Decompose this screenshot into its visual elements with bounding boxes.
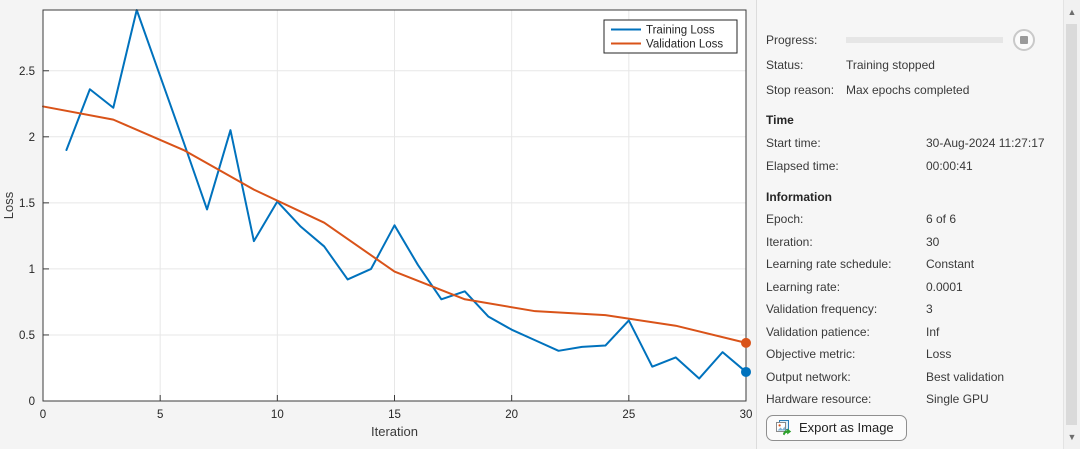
progress-row: Progress: [766,27,1057,52]
hardware-resource-label: Hardware resource: [766,392,872,407]
lr-schedule-label: Learning rate schedule: [766,257,892,272]
training-info-panel: Progress: Status: Training stopped Stop … [757,0,1063,449]
learning-rate-value: 0.0001 [926,279,963,294]
hardware-resource-value: Single GPU [926,392,989,407]
output-network-label: Output network: [766,369,851,384]
start-time-value: 30-Aug-2024 11:27:17 [926,135,1045,150]
scrollbar-thumb[interactable] [1066,24,1077,425]
validation-patience-label: Validation patience: [766,324,870,339]
validation-frequency-value: 3 [926,302,933,317]
stop-reason-row: Stop reason: Max epochs completed [766,77,1057,102]
output-network-row: Output network: Best validation [766,366,1057,389]
stop-button[interactable] [1013,28,1035,51]
legend-label: Training Loss [646,25,715,37]
x-tick-label: 0 [40,409,46,421]
time-section-title: Time [766,113,794,127]
iteration-row: Iteration: 30 [766,231,1057,254]
start-time-row: Start time: 30-Aug-2024 11:27:17 [766,131,1057,154]
panel-divider [756,0,757,449]
y-tick-label: 0.5 [19,330,35,342]
panel-scrollbar[interactable]: ▲ ▼ [1063,0,1080,449]
objective-metric-label: Objective metric: [766,347,856,362]
epoch-row: Epoch: 6 of 6 [766,208,1057,231]
validation-frequency-label: Validation frequency: [766,302,878,317]
scroll-down-icon[interactable]: ▼ [1067,432,1077,442]
learning-rate-row: Learning rate: 0.0001 [766,276,1057,299]
end-marker-training [741,366,751,377]
series-line-validation [42,105,747,344]
legend-label: Validation Loss [646,39,723,51]
lr-schedule-row: Learning rate schedule: Constant [766,253,1057,276]
export-button-label: Export as Image [799,420,894,435]
epoch-label: Epoch: [766,212,804,227]
x-tick-label: 5 [157,409,163,421]
information-section-title: Information [766,190,832,204]
x-tick-label: 25 [622,409,635,421]
stop-reason-value: Max epochs completed [846,82,970,97]
lr-schedule-value: Constant [926,257,975,272]
iteration-value: 30 [926,234,940,249]
x-tick-label: 30 [740,409,753,421]
iteration-label: Iteration: [766,234,813,249]
objective-metric-row: Objective metric: Loss [766,343,1057,366]
learning-rate-label: Learning rate: [766,279,841,294]
x-tick-label: 10 [271,409,284,421]
loss-chart: 0 5 10 15 20 25 30 0 0.5 1 1.5 2 2.5 Iteration Loss Tra… [1,9,753,439]
start-time-label: Start time: [766,135,821,150]
progress-bar [846,36,1003,43]
y-tick-label: 2.5 [19,66,35,78]
validation-patience-row: Validation patience: Inf [766,321,1057,344]
end-marker-validation [741,337,751,348]
progress-label: Progress: [766,32,818,47]
y-axis-label: Loss [1,191,16,219]
series-line-training [65,9,747,380]
loss-chart-region: 0 5 10 15 20 25 30 0 0.5 1 1.5 2 2.5 Iteration Loss Tra… [1,9,753,439]
output-network-value: Best validation [926,369,1005,384]
hardware-resource-row: Hardware resource: Single GPU [766,388,1057,411]
stop-icon [1020,35,1028,44]
status-label: Status: [766,57,804,72]
elapsed-time-value: 00:00:41 [926,158,973,173]
status-value: Training stopped [846,57,935,72]
export-as-image-button[interactable]: Export as Image [766,414,907,441]
scroll-up-icon[interactable]: ▲ [1067,7,1077,17]
x-tick-label: 15 [388,409,401,421]
y-tick-label: 1.5 [19,198,35,210]
y-tick-label: 0 [29,396,35,408]
y-tick-label: 2 [29,132,35,144]
y-tick-label: 1 [29,264,35,276]
stop-reason-label: Stop reason: [766,82,835,97]
status-row: Status: Training stopped [766,52,1057,77]
epoch-value: 6 of 6 [926,212,957,227]
validation-patience-value: Inf [926,324,940,339]
elapsed-time-label: Elapsed time: [766,158,839,173]
elapsed-time-row: Elapsed time: 00:00:41 [766,154,1057,177]
x-tick-label: 20 [505,409,518,421]
x-axis-label: Iteration [371,424,418,439]
legend-box [603,19,738,54]
objective-metric-value: Loss [926,347,952,362]
validation-frequency-row: Validation frequency: 3 [766,298,1057,321]
export-image-icon [776,420,792,436]
